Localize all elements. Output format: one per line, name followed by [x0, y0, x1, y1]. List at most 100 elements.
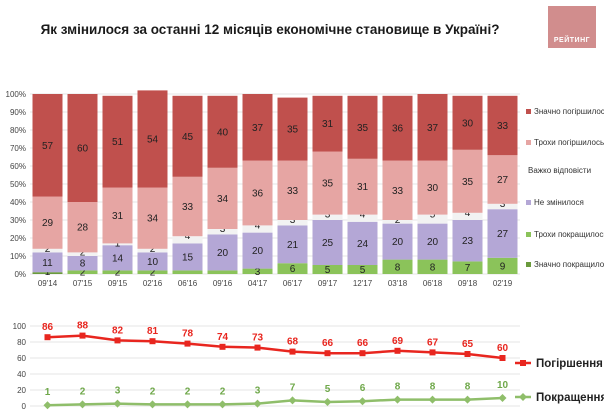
- bar-y-tick-label: 90%: [10, 108, 26, 117]
- bar-y-tick-label: 60%: [10, 162, 26, 171]
- bar-data-label: 8: [80, 259, 86, 270]
- bar-segment-slightly-worse: [487, 155, 518, 204]
- bar-data-label: 2: [45, 244, 51, 255]
- bar-data-label: 8: [395, 262, 401, 273]
- bar-segment-slightly-better: [172, 270, 203, 274]
- bar-data-label: 27: [497, 175, 509, 186]
- bar-segment-much-worse: [137, 90, 168, 188]
- bar-segment-unchanged: [452, 220, 483, 262]
- line-point-better: [43, 401, 52, 410]
- bar-x-tick-label: 09'17: [318, 279, 338, 288]
- bar-segment-unchanged: [382, 223, 413, 260]
- bar-y-tick-label: 50%: [10, 180, 26, 189]
- line-y-tick-label: 100: [13, 322, 27, 331]
- bar-segment-unchanged: [347, 221, 378, 265]
- line-legend-marker: [520, 360, 526, 366]
- bar-x-tick-label: 09'18: [458, 279, 478, 288]
- line-data-label: 2: [185, 386, 191, 397]
- bar-data-label: 30: [462, 118, 474, 129]
- bar-data-label: 35: [322, 179, 334, 190]
- bar-data-label: 3: [290, 215, 296, 226]
- bar-segment-much-worse: [172, 95, 203, 177]
- line-point-worse: [499, 355, 506, 361]
- bar-segment-slightly-better: [102, 270, 133, 274]
- bar-segment-no-answer: [32, 248, 63, 253]
- bar-segment-slightly-worse: [452, 149, 483, 213]
- line-point-better: [498, 394, 507, 402]
- bar-segment-unchanged: [417, 223, 448, 260]
- bar-segment-much-worse: [487, 95, 518, 156]
- bar-segment-much-worse: [417, 94, 448, 161]
- bar-data-label: 57: [42, 141, 54, 152]
- bar-data-label: 33: [392, 186, 404, 197]
- bar-segment-no-answer: [242, 225, 273, 233]
- bar-y-tick-label: 40%: [10, 198, 26, 207]
- bar-data-label: 14: [112, 253, 124, 264]
- bar-x-tick-label: 06'16: [178, 279, 198, 288]
- bar-segment-no-answer: [207, 229, 238, 235]
- bar-segment-slightly-better: [277, 263, 308, 274]
- bar-segment-slightly-worse: [312, 151, 343, 215]
- bar-segment-slightly-worse: [382, 160, 413, 220]
- bar-segment-no-answer: [102, 243, 133, 246]
- bar-segment-much-worse: [242, 94, 273, 161]
- bar-legend-label: Значно покращилось: [534, 260, 604, 269]
- bar-segment-no-answer: [452, 212, 483, 220]
- line-data-label: 81: [147, 326, 159, 337]
- bar-x-tick-label: 09'16: [213, 279, 233, 288]
- bar-segment-much-worse: [312, 95, 343, 152]
- bar-data-label: 27: [497, 229, 509, 240]
- chart-title: Як змінилося за останні 12 місяців еконо…: [40, 22, 500, 37]
- bar-segment-slightly-better: [242, 268, 273, 274]
- line-point-worse: [44, 334, 51, 341]
- bar-legend-label: Трохи погіршилось: [534, 138, 604, 147]
- line-point-worse: [254, 344, 261, 351]
- line-data-label: 8: [430, 382, 436, 393]
- line-data-label: 2: [80, 386, 86, 397]
- line-data-label: 8: [395, 382, 401, 393]
- bar-data-label: 15: [182, 252, 194, 263]
- bar-legend-label: Значно погіршилось: [534, 107, 604, 116]
- line-legend-label: Погіршення: [536, 358, 603, 370]
- line-point-worse: [394, 347, 401, 354]
- line-data-label: 60: [497, 343, 509, 354]
- line-data-label: 3: [115, 386, 121, 397]
- line-point-worse: [219, 343, 226, 350]
- bar-data-label: 36: [392, 124, 404, 135]
- bar-data-label: 11: [42, 258, 53, 269]
- bar-data-label: 1: [115, 238, 121, 249]
- bar-segment-unchanged: [137, 252, 168, 271]
- bar-data-label: 60: [77, 144, 89, 155]
- bar-segment-slightly-worse: [277, 160, 308, 220]
- line-point-worse: [324, 350, 331, 357]
- line-point-better: [463, 395, 472, 404]
- line-point-worse: [359, 350, 366, 357]
- bar-x-tick-label: 03'18: [388, 279, 408, 288]
- line-data-label: 1: [45, 387, 51, 398]
- bar-y-tick-label: 100%: [6, 90, 26, 99]
- bar-y-tick-label: 20%: [10, 234, 26, 243]
- bar-data-label: 4: [360, 210, 366, 221]
- line-data-label: 2: [220, 386, 226, 397]
- bar-segment-slightly-better: [312, 265, 343, 274]
- bar-data-label: 54: [147, 135, 159, 146]
- bar-segment-slightly-worse: [102, 187, 133, 244]
- line-legend: Погіршення Покращення: [515, 358, 604, 404]
- line-legend-marker: [519, 393, 527, 401]
- bar-data-label: 20: [427, 237, 439, 248]
- bar-segment-slightly-better: [207, 270, 238, 274]
- bar-data-label: 20: [217, 248, 229, 259]
- bar-data-label: 3: [500, 199, 506, 210]
- bar-data-label: 34: [217, 194, 229, 205]
- bar-data-label: 3: [255, 267, 261, 278]
- bar-segment-no-answer: [277, 220, 308, 226]
- bar-segment-unchanged: [487, 209, 518, 258]
- bar-x-tick-label: 09'14: [38, 279, 58, 288]
- bar-segment-no-answer: [487, 203, 518, 210]
- bar-data-label: 21: [287, 240, 299, 251]
- line-point-better: [358, 397, 367, 406]
- line-data-label: 69: [392, 336, 404, 347]
- line-data-label: 2: [150, 386, 156, 397]
- logo-label: РЕЙТИНГ: [553, 37, 591, 44]
